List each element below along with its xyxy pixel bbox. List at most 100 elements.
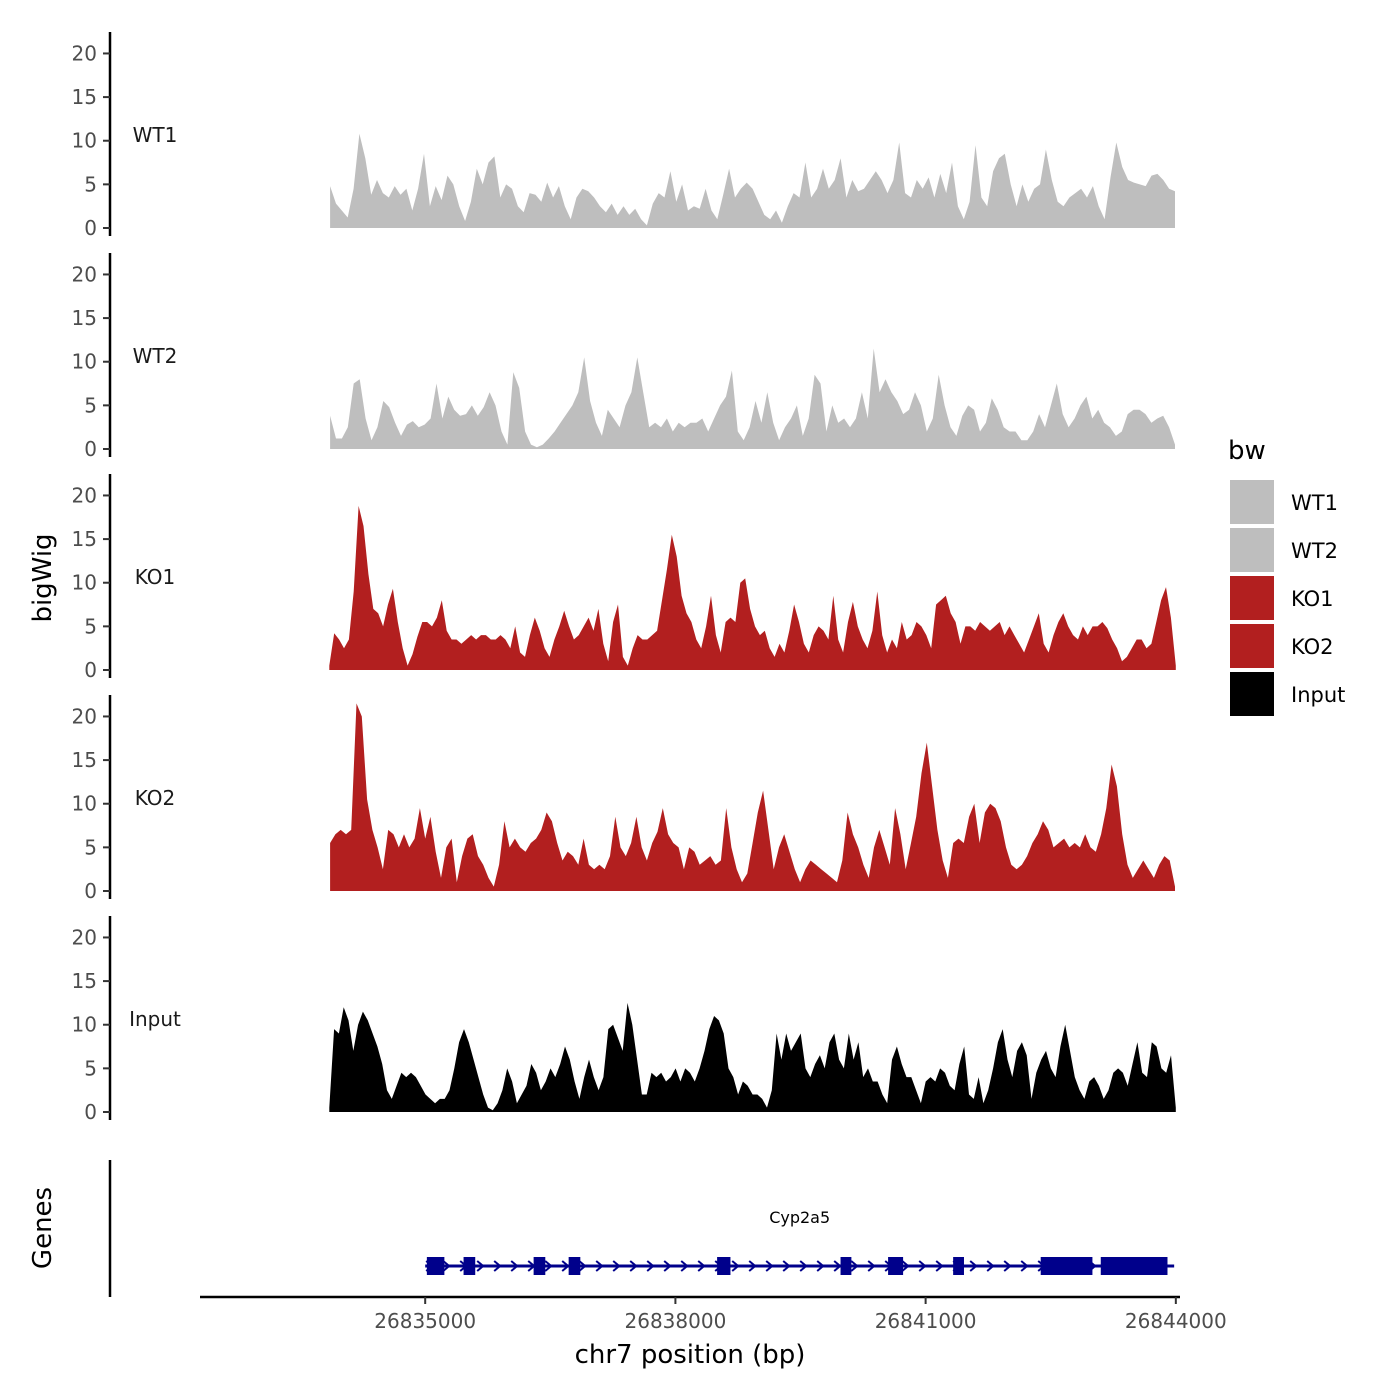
- legend-swatch-input: [1230, 672, 1274, 716]
- strand-arrow-icon: [935, 1260, 944, 1272]
- y-tick-label: 0: [84, 658, 97, 682]
- y-tick-label: 0: [84, 216, 97, 240]
- x-tick-label: 26838000: [625, 1309, 727, 1333]
- gene-exon: [1100, 1257, 1168, 1275]
- strand-arrow-icon: [697, 1260, 706, 1272]
- gene-name: Cyp2a5: [769, 1208, 830, 1227]
- strand-arrow-icon: [833, 1260, 842, 1272]
- y-axis-title: bigWig: [28, 533, 58, 622]
- strand-arrow-icon: [1020, 1260, 1029, 1272]
- gene-exon: [717, 1257, 731, 1275]
- y-tick-label: 15: [72, 527, 97, 551]
- legend-swatch-ko1: [1230, 576, 1274, 620]
- gene-exon: [568, 1257, 581, 1275]
- strand-arrow-icon: [782, 1260, 791, 1272]
- strand-arrow-icon: [476, 1260, 485, 1272]
- strand-arrow-icon: [799, 1260, 808, 1272]
- y-tick-label: 5: [84, 835, 97, 859]
- legend-swatch-wt1: [1230, 480, 1274, 524]
- gene-exon: [533, 1257, 546, 1275]
- strand-arrow-icon: [595, 1260, 604, 1272]
- x-tick-label: 26841000: [875, 1309, 977, 1333]
- track-label: Input: [129, 1007, 181, 1031]
- strand-arrow-icon: [867, 1260, 876, 1272]
- y-tick-label: 20: [72, 483, 97, 507]
- y-tick-label: 15: [72, 748, 97, 772]
- strand-arrow-icon: [765, 1260, 774, 1272]
- track-label: KO1: [135, 565, 176, 589]
- track-ko1: 0 5 10 15 20 KO1: [72, 474, 1176, 682]
- signal-tracks: 0 5 10 15 20 WT1 0 5 10 15 20 WT2 0 5 10 15 20 KO1 0 5 10 15 2…: [72, 32, 1176, 1124]
- track-wt2: 0 5 10 15 20 WT2: [72, 253, 1176, 461]
- gene-exon: [840, 1257, 852, 1275]
- y-tick-label: 20: [72, 262, 97, 286]
- track-input: 0 5 10 15 20 Input: [72, 916, 1176, 1124]
- y-tick-label: 10: [72, 350, 97, 374]
- strand-arrow-icon: [493, 1260, 502, 1272]
- y-tick-label: 15: [72, 306, 97, 330]
- area-wt1: [330, 133, 1176, 228]
- area-ko1: [329, 505, 1176, 670]
- area-input: [329, 1002, 1176, 1112]
- strand-arrow-icon: [442, 1260, 451, 1272]
- area-ko2: [330, 703, 1176, 891]
- y-tick-label: 5: [84, 393, 97, 417]
- legend-label-wt2: WT2: [1291, 539, 1338, 563]
- y-tick-label: 10: [72, 792, 97, 816]
- gene-exon: [463, 1257, 476, 1275]
- strand-arrow-icon: [646, 1260, 655, 1272]
- track-ko2: 0 5 10 15 20 KO2: [72, 695, 1176, 903]
- legend-label-ko2: KO2: [1291, 635, 1334, 659]
- x-axis-title: chr7 position (bp): [575, 1340, 806, 1370]
- y-tick-label: 15: [72, 85, 97, 109]
- gene-exon: [888, 1257, 904, 1275]
- gene-exon: [1040, 1257, 1093, 1275]
- strand-arrow-icon: [629, 1260, 638, 1272]
- strand-arrow-icon: [578, 1260, 587, 1272]
- legend: WT1 WT2 KO1 KO2 Input: [1230, 480, 1345, 716]
- track-label: WT1: [133, 123, 178, 147]
- strand-arrow-icon: [663, 1260, 672, 1272]
- x-axis: 26835000 26838000 26841000 26844000: [200, 1295, 1227, 1333]
- legend-label-input: Input: [1291, 683, 1345, 707]
- y-tick-label: 5: [84, 1056, 97, 1080]
- strand-arrow-icon: [986, 1260, 995, 1272]
- x-tick-label: 26835000: [374, 1309, 476, 1333]
- strand-arrow-icon: [731, 1260, 740, 1272]
- y-tick-label: 0: [84, 879, 97, 903]
- strand-arrow-icon: [544, 1260, 553, 1272]
- y-tick-label: 20: [72, 704, 97, 728]
- genes-axis-title: Genes: [28, 1187, 58, 1269]
- gene-exon: [953, 1257, 964, 1275]
- y-tick-label: 0: [84, 1100, 97, 1124]
- y-tick-label: 10: [72, 129, 97, 153]
- strand-arrow-icon: [901, 1260, 910, 1272]
- area-wt2: [330, 348, 1176, 449]
- legend-swatch-ko2: [1230, 624, 1274, 668]
- strand-arrow-icon: [1003, 1260, 1012, 1272]
- legend-label-ko1: KO1: [1291, 587, 1334, 611]
- legend-label-wt1: WT1: [1291, 491, 1338, 515]
- strand-arrow-icon: [969, 1260, 978, 1272]
- y-tick-label: 5: [84, 614, 97, 638]
- strand-arrow-icon: [850, 1260, 859, 1272]
- track-wt1: 0 5 10 15 20 WT1: [72, 32, 1176, 240]
- strand-arrow-icon: [918, 1260, 927, 1272]
- track-label: KO2: [135, 786, 176, 810]
- y-tick-label: 5: [84, 172, 97, 196]
- genes-panel: Cyp2a5: [108, 1160, 1175, 1297]
- legend-title: bw: [1228, 436, 1266, 466]
- gene-exon: [426, 1257, 445, 1275]
- strand-arrow-icon: [680, 1260, 689, 1272]
- strand-arrow-icon: [561, 1260, 570, 1272]
- strand-arrow-icon: [612, 1260, 621, 1272]
- y-tick-label: 15: [72, 969, 97, 993]
- y-tick-label: 10: [72, 571, 97, 595]
- track-label: WT2: [133, 344, 178, 368]
- y-tick-label: 20: [72, 41, 97, 65]
- y-tick-label: 20: [72, 925, 97, 949]
- y-tick-label: 10: [72, 1013, 97, 1037]
- x-tick-label: 26844000: [1125, 1309, 1227, 1333]
- y-tick-label: 0: [84, 437, 97, 461]
